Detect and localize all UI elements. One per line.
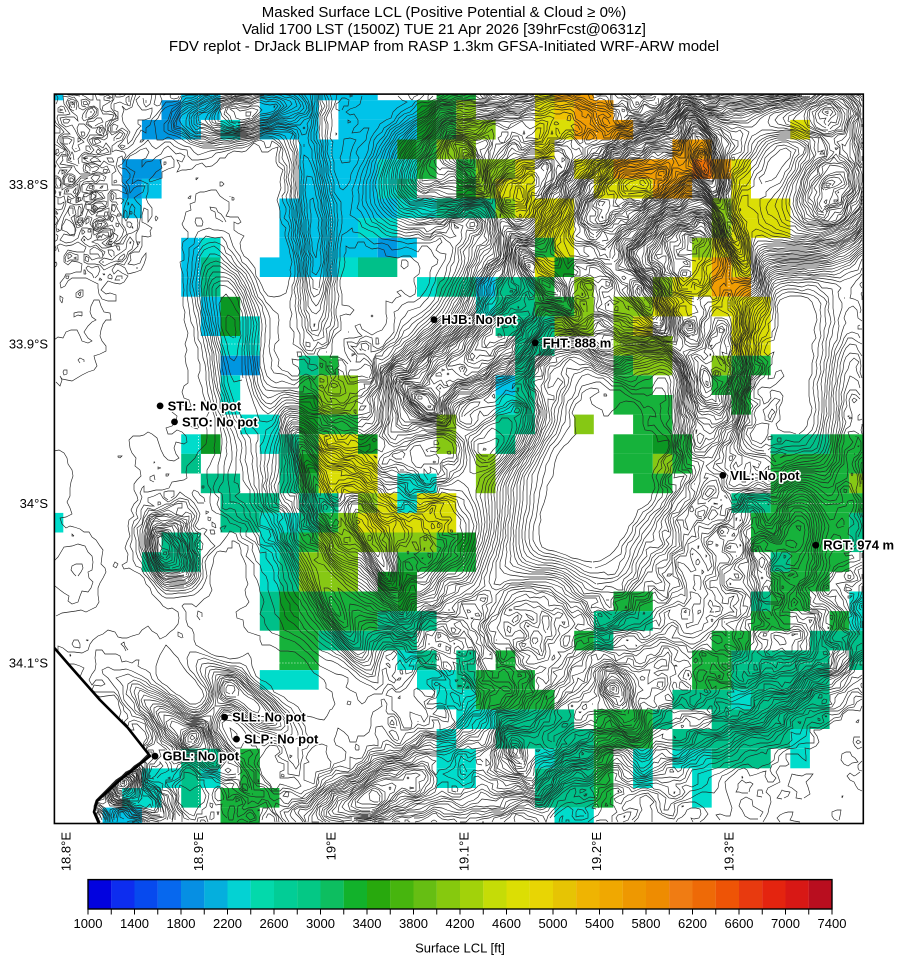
svg-text:Valid 1700 LST (1500Z) TUE 21: Valid 1700 LST (1500Z) TUE 21 Apr 2026 [… bbox=[242, 21, 646, 38]
svg-text:19°E: 19°E bbox=[324, 832, 339, 861]
svg-text:3800: 3800 bbox=[399, 916, 428, 931]
svg-text:STO: No pot: STO: No pot bbox=[182, 414, 258, 429]
svg-text:1000: 1000 bbox=[74, 916, 103, 931]
svg-text:34.1°S: 34.1°S bbox=[9, 656, 49, 671]
svg-text:5800: 5800 bbox=[632, 916, 661, 931]
svg-text:STL: No pot: STL: No pot bbox=[168, 398, 242, 413]
svg-text:4600: 4600 bbox=[492, 916, 521, 931]
svg-text:7000: 7000 bbox=[771, 916, 800, 931]
svg-text:GBL: No pot: GBL: No pot bbox=[163, 749, 240, 764]
svg-text:2200: 2200 bbox=[213, 916, 242, 931]
svg-text:6600: 6600 bbox=[725, 916, 754, 931]
svg-text:19.2°E: 19.2°E bbox=[589, 832, 604, 872]
svg-text:1800: 1800 bbox=[167, 916, 196, 931]
svg-text:4200: 4200 bbox=[446, 916, 475, 931]
svg-text:19.1°E: 19.1°E bbox=[456, 832, 471, 872]
svg-text:2600: 2600 bbox=[260, 916, 289, 931]
svg-text:33.9°S: 33.9°S bbox=[9, 337, 49, 352]
svg-text:18.8°E: 18.8°E bbox=[59, 832, 74, 872]
svg-text:5000: 5000 bbox=[539, 916, 568, 931]
svg-text:18.9°E: 18.9°E bbox=[191, 832, 206, 872]
svg-text:RGT: 974 m: RGT: 974 m bbox=[823, 538, 894, 553]
svg-text:Surface LCL [ft]: Surface LCL [ft] bbox=[415, 941, 505, 956]
svg-text:SLL: No pot: SLL: No pot bbox=[232, 710, 306, 725]
svg-text:FDV replot - DrJack BLIPMAP fr: FDV replot - DrJack BLIPMAP from RASP 1.… bbox=[169, 38, 719, 55]
svg-text:FHT: 888 m: FHT: 888 m bbox=[543, 335, 612, 350]
svg-text:34°S: 34°S bbox=[20, 496, 49, 511]
svg-text:19.3°E: 19.3°E bbox=[722, 832, 737, 872]
svg-text:3000: 3000 bbox=[306, 916, 335, 931]
svg-text:HJB: No pot: HJB: No pot bbox=[442, 312, 518, 327]
svg-text:5400: 5400 bbox=[585, 916, 614, 931]
svg-text:6200: 6200 bbox=[678, 916, 707, 931]
svg-text:1400: 1400 bbox=[120, 916, 149, 931]
svg-text:Masked Surface LCL (Positive P: Masked Surface LCL (Positive Potential &… bbox=[262, 4, 627, 21]
svg-text:33.8°S: 33.8°S bbox=[9, 177, 49, 192]
svg-text:7400: 7400 bbox=[818, 916, 847, 931]
svg-text:3400: 3400 bbox=[353, 916, 382, 931]
svg-text:VIL: No pot: VIL: No pot bbox=[730, 468, 800, 483]
svg-text:SLP: No pot: SLP: No pot bbox=[244, 732, 319, 747]
